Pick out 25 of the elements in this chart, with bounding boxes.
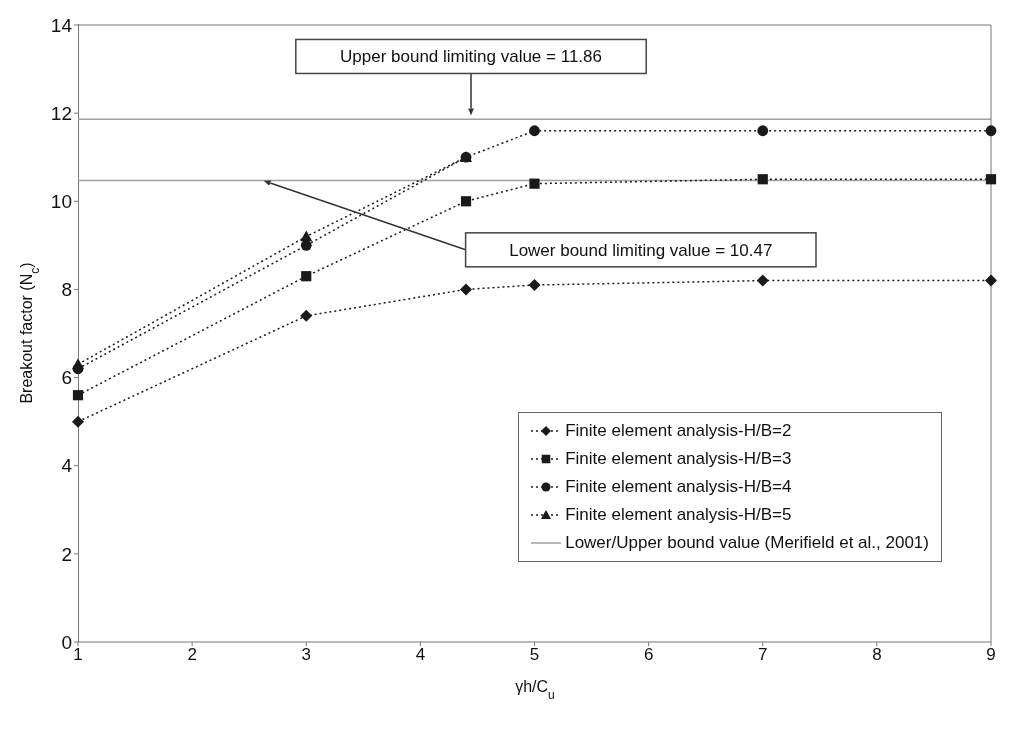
y-tick-label: 12	[50, 102, 72, 124]
y-tick-label: 8	[61, 279, 72, 301]
x-axis-title: γh/C$_{u}$	[515, 678, 555, 702]
legend-label: Finite element analysis-H/B=3	[565, 449, 792, 469]
legend-label: Finite element analysis-H/B=2	[565, 421, 792, 441]
annotation: Lower bound limiting value = 10.47	[509, 240, 773, 260]
x-tick-label: 7	[758, 645, 768, 665]
x-tick-label: 2	[187, 645, 197, 665]
annotation: Upper bound limiting value = 11.86	[340, 47, 602, 67]
legend-label: Lower/Upper bound value (Merifield et al., 2001)	[565, 533, 929, 553]
y-tick-label: 14	[50, 14, 73, 36]
x-tick-label: 3	[301, 645, 311, 665]
x-tick-label: 9	[986, 645, 996, 665]
y-tick-label: 2	[61, 543, 72, 565]
legend-label: Finite element analysis-H/B=5	[565, 505, 792, 525]
x-tick-label: 8	[872, 645, 882, 665]
y-tick-label: 10	[50, 191, 72, 213]
x-tick-label: 4	[415, 645, 426, 665]
x-tick-label: 5	[529, 645, 540, 665]
y-tick-label: 6	[61, 367, 72, 389]
y-tick-label: 4	[61, 455, 73, 477]
y-tick-label: 0	[61, 631, 72, 653]
x-tick-label: 6	[643, 645, 654, 665]
legend-label: Finite element analysis-H/B=4	[565, 477, 792, 497]
x-tick-label: 1	[73, 645, 83, 665]
